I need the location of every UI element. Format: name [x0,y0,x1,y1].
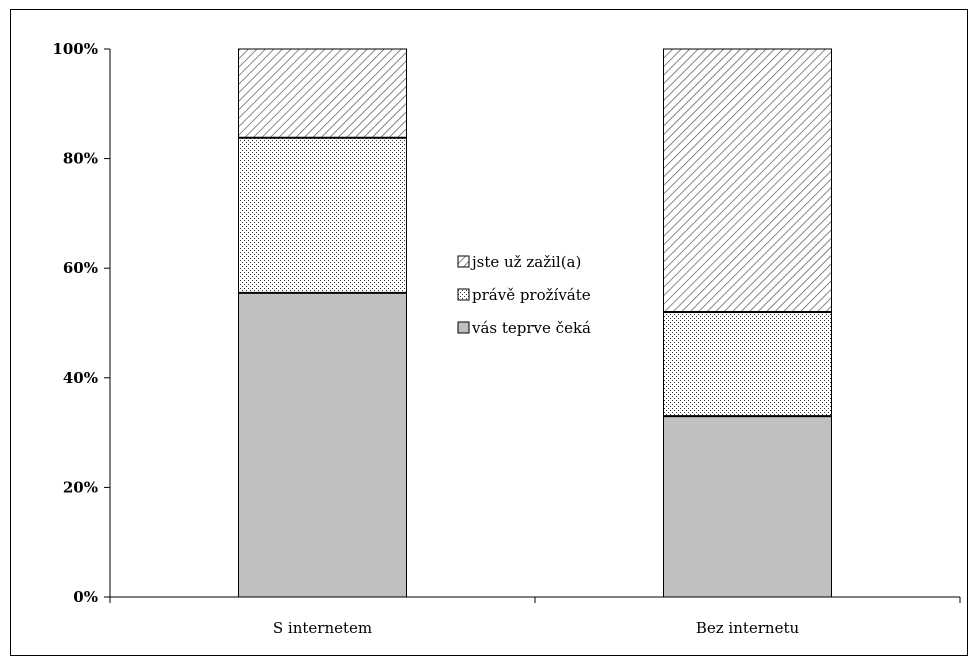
legend-box [448,246,612,358]
legend-swatch [457,288,470,301]
bar-segment [238,137,407,294]
legend-label: vás teprve čeká [471,319,591,337]
legend-swatch [457,321,470,334]
y-tick-label: 100% [52,40,98,58]
legend-label: právě prožíváte [472,286,591,304]
y-tick-label: 40% [63,369,98,387]
x-category-label: Bez internetu [696,619,800,637]
legend-swatch [457,255,470,268]
legend-label: jste už zažil(a) [470,253,581,271]
bar-segment [663,48,832,313]
legend: jste už zažil(a) právě prožíváte vás teprv… [448,246,612,358]
y-tick-label: 0% [73,588,98,606]
bar-segment [238,292,407,598]
bars [238,48,832,598]
bar-segment [663,311,832,417]
y-tick-label: 80% [63,150,98,168]
x-category-label: S internetem [273,619,372,637]
bar-segment [238,48,407,139]
bar-segment [663,415,832,598]
y-tick-label: 60% [63,259,98,277]
y-tick-label: 20% [63,478,98,496]
